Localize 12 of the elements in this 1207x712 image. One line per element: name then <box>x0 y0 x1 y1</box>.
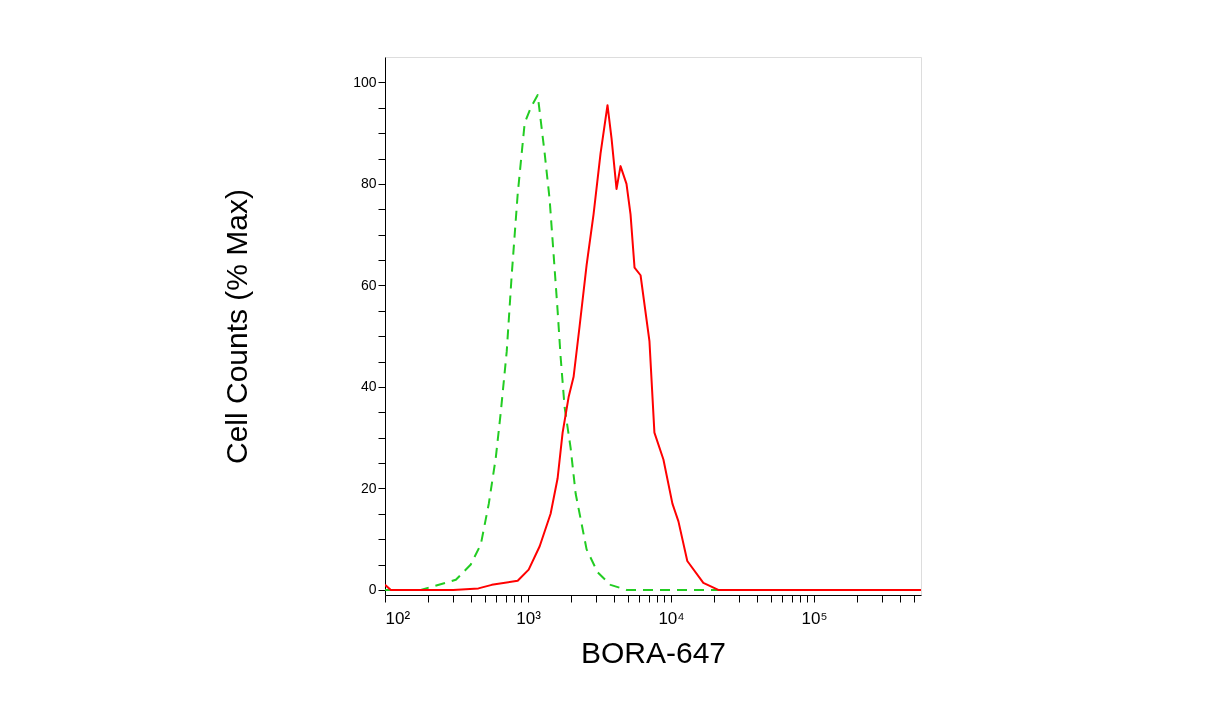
y-tick-label: 40 <box>360 378 377 395</box>
y-tick-label: 60 <box>360 276 377 293</box>
y-axis-title: Cell Counts (% Max) <box>220 188 254 465</box>
x-tick-label: 10² <box>385 608 411 628</box>
y-tick-label: 0 <box>368 581 377 598</box>
x-axis-title: BORA-647 <box>580 635 727 669</box>
y-tick-label: 80 <box>360 175 377 192</box>
x-tick-label: 10⁵ <box>801 608 828 628</box>
y-tick-label: 100 <box>353 73 377 90</box>
x-tick-label: 10⁴ <box>658 608 685 628</box>
y-tick-label: 20 <box>360 479 377 496</box>
x-tick-label: 10³ <box>516 608 542 628</box>
